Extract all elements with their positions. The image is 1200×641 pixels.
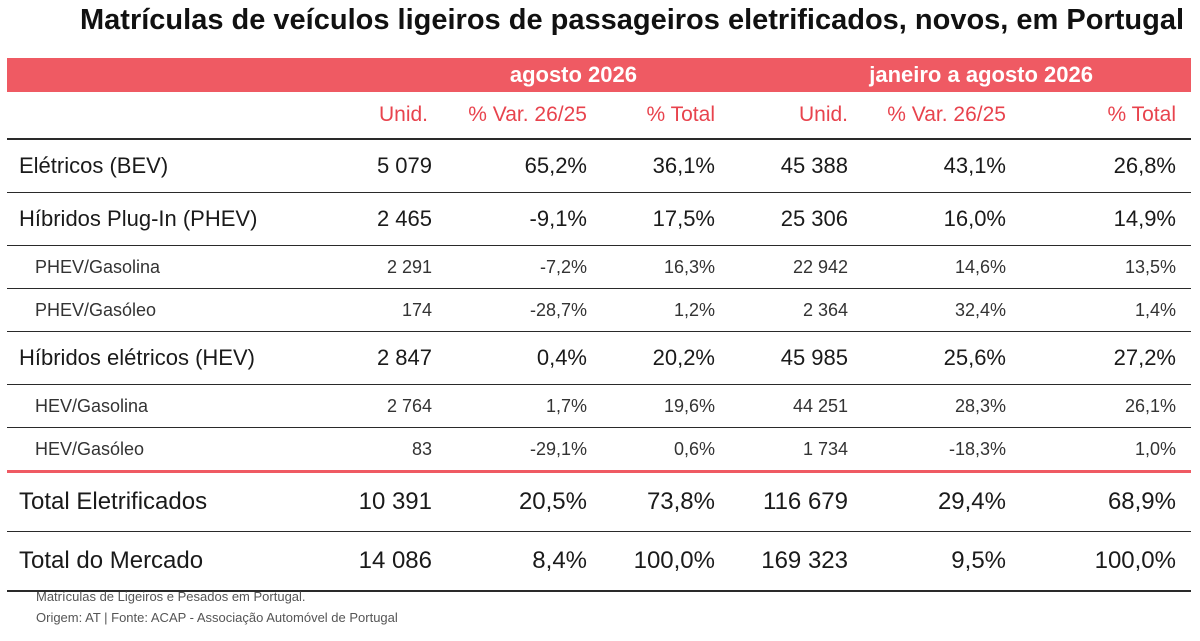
table-cell: 2 364 [802,299,848,320]
column-header: % Var. 26/25 [887,103,1006,126]
table-cell: 13,5% [1124,256,1176,277]
table-cell: 10 391 [358,488,432,515]
row-label: HEV/Gasolina [35,395,149,416]
table-cell: 25 306 [780,206,848,231]
table-cell: 1,2% [673,299,715,320]
table-row: Total do Mercado 14 086 8,4% 100,0% 169 323 9… [7,532,1191,592]
table-cell: 45 388 [780,153,848,178]
table-cell: 174 [401,299,432,320]
footer-source: Origem: AT | Fonte: ACAP - Associação Au… [36,610,398,625]
row-label: Total Eletrificados [19,488,208,515]
table-row: HEV/Gasóleo 83 -29,1% 0,6% 1 734 -18,3% 1,0% [7,428,1191,473]
table-cell: -28,7% [529,299,587,320]
group-header-row: agosto 2026 janeiro a agosto 2026 [7,58,1191,92]
table-cell: 1,7% [545,395,587,416]
row-label: HEV/Gasóleo [35,438,145,459]
table-row: Elétricos (BEV) 5 079 65,2% 36,1% 45 388 43,1… [7,140,1191,193]
table-cell: -7,2% [539,256,587,277]
table-cell: -9,1% [529,206,587,231]
column-header: % Var. 26/25 [468,103,587,126]
table-row: PHEV/Gasolina 2 291 -7,2% 16,3% 22 942 14,6% 1… [7,246,1191,289]
row-label: Híbridos elétricos (HEV) [19,345,255,370]
row-label: Elétricos (BEV) [19,153,169,178]
column-header: % Total [646,103,716,126]
table-cell: 5 079 [376,153,432,178]
table-cell: 1 734 [802,438,848,459]
row-label: PHEV/Gasolina [35,256,161,277]
table-cell: 22 942 [792,256,848,277]
row-label: Total do Mercado [19,547,204,574]
table-cell: 1,4% [1134,299,1176,320]
table-cell: 83 [411,438,432,459]
table-row: PHEV/Gasóleo 174 -28,7% 1,2% 2 364 32,4% 1,4% [7,289,1191,332]
table-cell: 19,6% [663,395,715,416]
group-header-month: agosto 2026 [509,62,637,87]
table-cell: 9,5% [951,547,1006,574]
table-cell: 28,3% [954,395,1006,416]
column-header-row: Unid. % Var. 26/25 % Total Unid. % Var. … [7,92,1191,140]
table-cell: 8,4% [532,547,587,574]
table-cell: 32,4% [954,299,1006,320]
table-cell: 1,0% [1134,438,1176,459]
table-cell: 0,6% [673,438,715,459]
table-cell: 100,0% [1094,547,1176,574]
row-label: Híbridos Plug-In (PHEV) [19,206,258,231]
table-cell: 169 323 [761,547,848,574]
column-header: % Total [1107,103,1177,126]
table-cell: 2 291 [386,256,432,277]
table-cell: 29,4% [937,488,1006,515]
column-header: Unid. [798,103,848,126]
table-cell: 20,2% [652,345,715,370]
table-cell: 43,1% [943,153,1006,178]
table-cell: 116 679 [763,488,848,515]
table-cell: 14,9% [1113,206,1176,231]
table-cell: 65,2% [524,153,587,178]
table-cell: 26,1% [1124,395,1176,416]
table-cell: 100,0% [633,547,715,574]
table-cell: 25,6% [943,345,1006,370]
table-cell: -18,3% [948,438,1006,459]
table-cell: 2 465 [376,206,432,231]
table-cell: 45 985 [780,345,848,370]
table-cell: 0,4% [536,345,587,370]
table-cell: 17,5% [652,206,715,231]
column-header: Unid. [378,103,428,126]
row-label: PHEV/Gasóleo [35,299,157,320]
table-cell: 26,8% [1113,153,1176,178]
table-cell: 14,6% [954,256,1006,277]
table-row: Total Eletrificados 10 391 20,5% 73,8% 116 6… [7,473,1191,532]
data-table: agosto 2026 janeiro a agosto 2026 Unid. … [7,58,1191,592]
group-header-ytd: janeiro a agosto 2026 [869,62,1093,87]
table-row: Híbridos elétricos (HEV) 2 847 0,4% 20,2% 45… [7,332,1191,385]
table-cell: 68,9% [1107,488,1176,515]
table-cell: 16,0% [943,206,1006,231]
table-cell: 2 764 [386,395,432,416]
footer-note: Matrículas de Ligeiros e Pesados em Port… [36,589,306,604]
table-row: Híbridos Plug-In (PHEV) 2 465 -9,1% 17,5% 25… [7,193,1191,246]
page-title: Matrículas de veículos ligeiros de passa… [80,4,1184,36]
table-cell: 73,8% [646,488,715,515]
footer-notes: Matrículas de Ligeiros e Pesados em Port… [36,586,398,628]
table-cell: 20,5% [518,488,587,515]
table-cell: 27,2% [1113,345,1176,370]
table-cell: 2 847 [376,345,432,370]
table-cell: 44 251 [792,395,848,416]
table-row: HEV/Gasolina 2 764 1,7% 19,6% 44 251 28,3% 26,… [7,385,1191,428]
table-cell: -29,1% [529,438,587,459]
table-cell: 16,3% [663,256,715,277]
table-cell: 14 086 [358,547,432,574]
table-cell: 36,1% [652,153,715,178]
